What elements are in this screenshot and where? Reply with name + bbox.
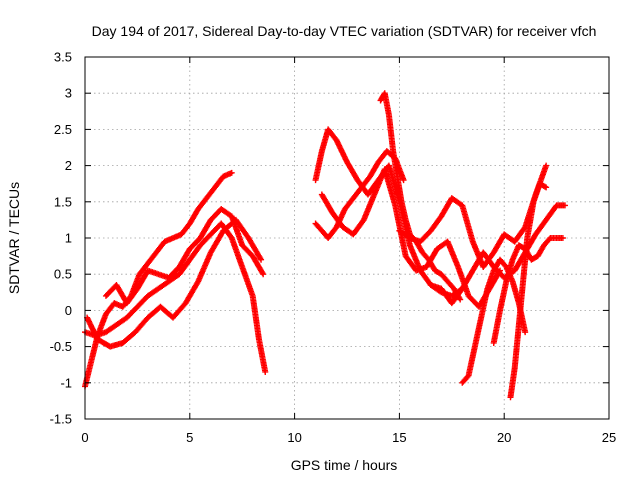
series-sat-d xyxy=(102,206,267,307)
series-sat-c xyxy=(84,216,265,350)
marks-layer xyxy=(82,90,568,401)
x-axis-label: GPS time / hours xyxy=(291,457,398,473)
x-tick-label: 15 xyxy=(392,430,406,445)
data-point-marker xyxy=(258,256,265,263)
data-point-marker xyxy=(561,202,568,209)
x-tick-label: 5 xyxy=(186,430,193,445)
y-tick-label: 3.5 xyxy=(54,50,72,65)
data-point-marker xyxy=(541,183,548,190)
x-tick-label: 0 xyxy=(81,430,88,445)
y-tick-label: 1 xyxy=(65,231,72,246)
data-point-marker xyxy=(543,184,550,191)
data-point-marker xyxy=(260,271,267,278)
y-tick-label: 3 xyxy=(65,86,72,101)
y-tick-label: 0.5 xyxy=(54,267,72,282)
ticks-layer: 0 5 10 15 20 25 -1.5 -1 -0.5 0 0.5 1 1.5 2 2.5 3 3.5 xyxy=(50,50,617,446)
data-point-marker xyxy=(522,329,529,336)
x-tick-label: 25 xyxy=(602,430,616,445)
data-point-marker xyxy=(543,162,550,169)
data-point-marker xyxy=(559,235,566,241)
y-tick-label: 2 xyxy=(65,158,72,173)
data-point-marker xyxy=(457,296,464,303)
series-sat-j xyxy=(427,202,568,307)
y-tick-label: 1.5 xyxy=(54,194,72,209)
data-point-marker xyxy=(262,368,269,375)
x-tick-label: 20 xyxy=(497,430,511,445)
series-sat-m xyxy=(507,180,550,401)
y-tick-label: -1 xyxy=(60,375,72,390)
series-sat-a xyxy=(82,169,235,390)
y-tick-label: 2.5 xyxy=(54,122,72,137)
y-axis-label: SDTVAR / TECUs xyxy=(6,182,22,294)
series-sat-h xyxy=(377,90,464,303)
y-tick-label: -0.5 xyxy=(50,339,72,354)
series-sat-i xyxy=(396,162,550,270)
y-tick-label: 0 xyxy=(65,303,72,318)
data-point-marker xyxy=(400,177,407,184)
x-tick-label: 10 xyxy=(287,430,301,445)
data-point-marker xyxy=(228,169,235,176)
data-point-marker xyxy=(259,269,266,276)
y-tick-label: -1.5 xyxy=(50,412,72,427)
chart-title: Day 194 of 2017, Sidereal Day-to-day VTE… xyxy=(92,23,597,39)
